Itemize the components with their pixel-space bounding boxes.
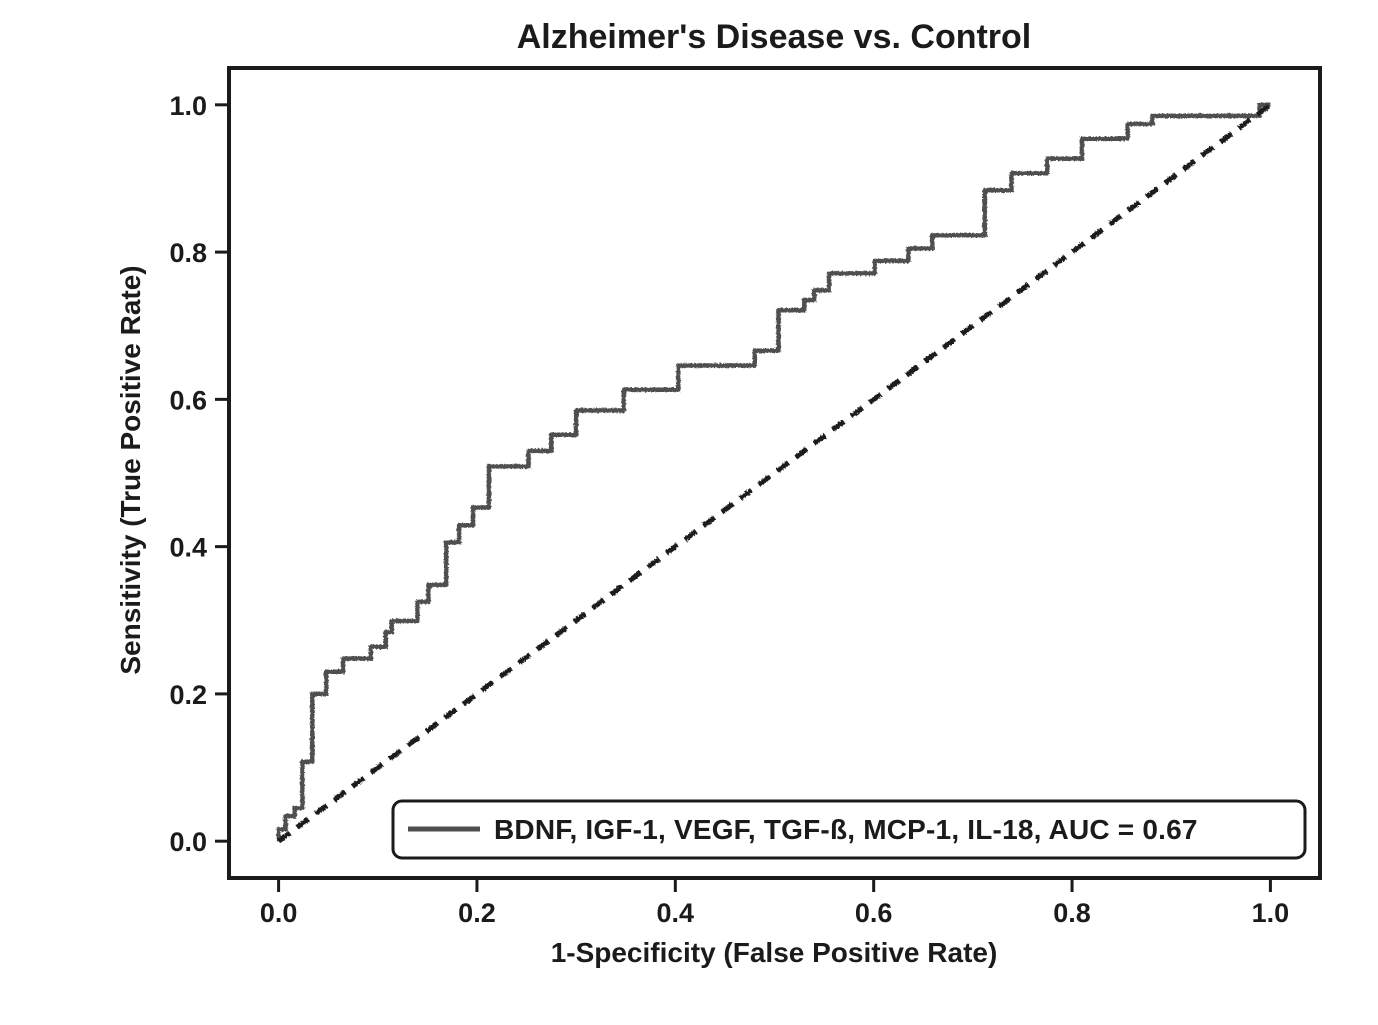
- y-tick-label: 0.4: [169, 533, 207, 563]
- y-tick-label: 0.0: [169, 827, 207, 857]
- x-tick-label: 1.0: [1252, 898, 1290, 928]
- chance-diagonal-line: [277, 102, 1272, 844]
- y-axis-label: Sensitivity (True Positive Rate): [115, 265, 146, 674]
- x-tick-label: 0.8: [1053, 898, 1091, 928]
- x-tick-label: 0.0: [260, 898, 298, 928]
- chart-title: Alzheimer's Disease vs. Control: [517, 18, 1032, 56]
- curves-layer: [276, 102, 1272, 844]
- y-tick-label: 0.6: [169, 385, 207, 415]
- roc-curve-line: [276, 102, 1271, 842]
- x-tick-label: 0.6: [855, 898, 893, 928]
- y-tick-label: 0.2: [169, 680, 207, 710]
- x-axis-label: 1-Specificity (False Positive Rate): [551, 937, 998, 968]
- x-tick-label: 0.4: [657, 898, 695, 928]
- legend-label: BDNF, IGF-1, VEGF, TGF-ß, MCP-1, IL-18, …: [494, 814, 1198, 845]
- plot-frame: [227, 66, 1322, 880]
- axes-layer: 0.0 0.2 0.4 0.6 0.8 1.0 0.0 0.2 0.4 0.6 0.8 1.0: [169, 91, 1289, 928]
- legend-box: [391, 799, 1307, 860]
- x-tick-label: 0.2: [458, 898, 496, 928]
- y-tick-label: 1.0: [169, 91, 207, 121]
- y-tick-label: 0.8: [169, 238, 207, 268]
